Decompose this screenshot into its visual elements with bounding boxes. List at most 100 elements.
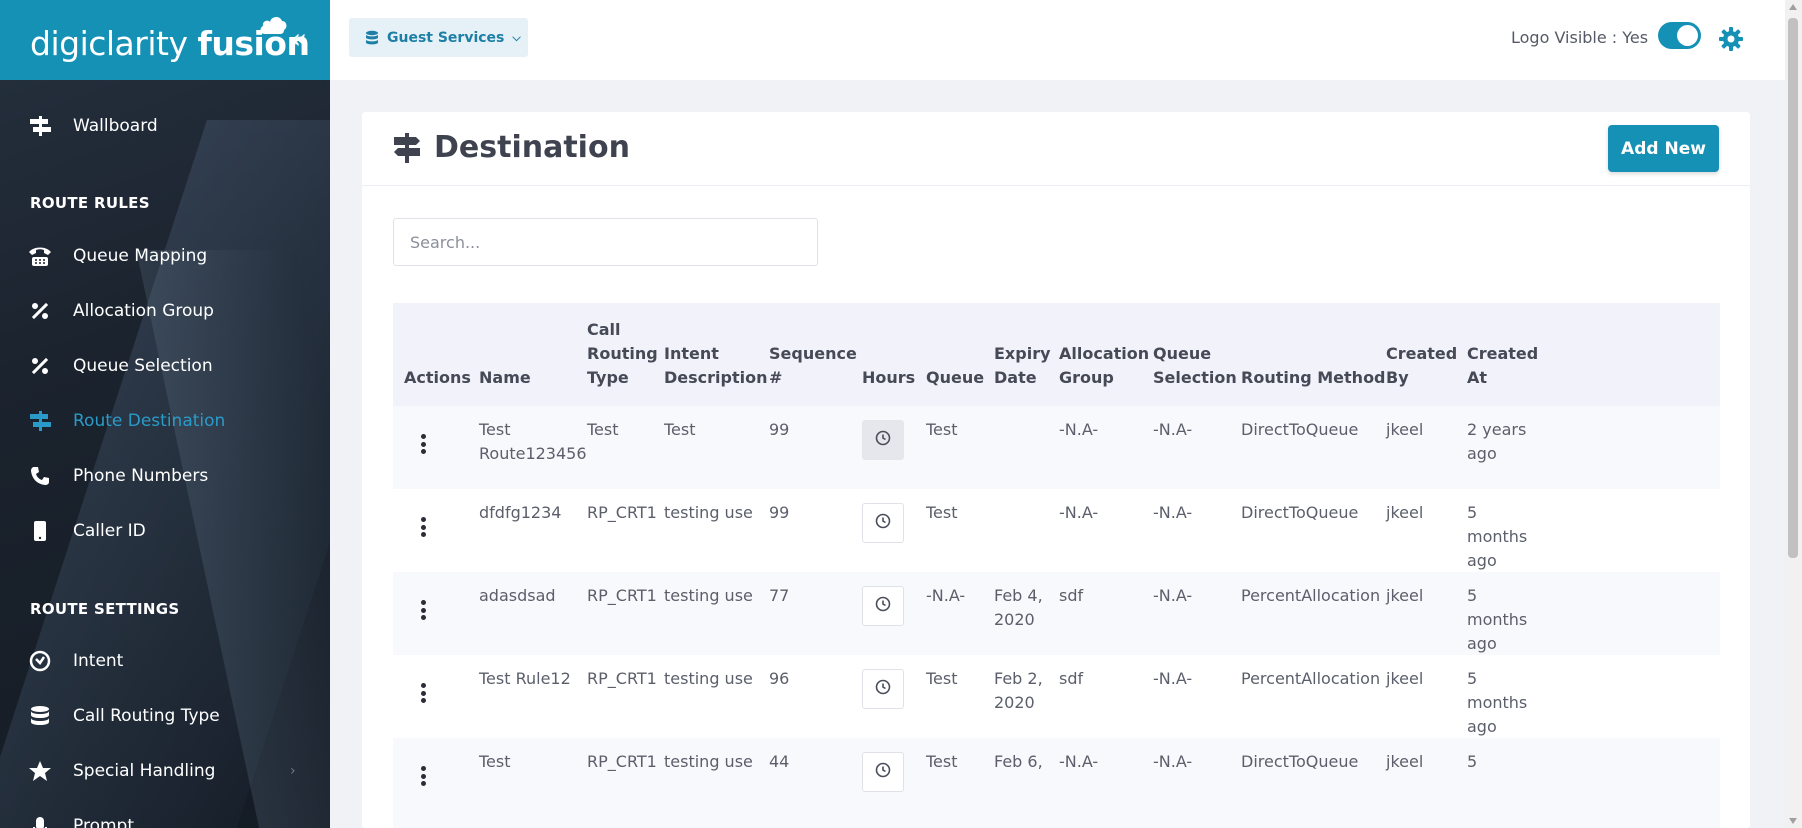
table-row[interactable]: Test Route123456 Test Test 99 Test -N.A- -N.A- D…: [393, 406, 1720, 489]
table-row[interactable]: Test Rule12 RP_CRT1 testing use 96 Test Feb 2…: [393, 655, 1720, 738]
cell-queue: Test: [926, 420, 958, 439]
sidebar-item-allocation-group[interactable]: Allocation Group: [0, 291, 330, 331]
cell-name: adasdsad: [479, 586, 556, 605]
star-icon: [28, 759, 52, 783]
destination-card: Destination Add New Actions Name CallRou…: [362, 112, 1750, 828]
sidebar-item-label: Queue Mapping: [73, 246, 208, 266]
sidebar-item-label: Call Routing Type: [73, 706, 220, 726]
microphone-icon: [28, 814, 52, 828]
cell-routing-method: DirectToQueue: [1241, 752, 1359, 771]
table-row[interactable]: Test RP_CRT1 testing use 44 Test Feb 6, -N.A- -…: [393, 738, 1720, 828]
cell-allocation-group: -N.A-: [1059, 420, 1099, 439]
brand-logo: digiclarity fusion: [30, 24, 310, 63]
cell-call-routing-type: RP_CRT1: [587, 586, 657, 605]
hours-button[interactable]: [862, 752, 904, 792]
sidebar-item-route-destination[interactable]: Route Destination: [0, 401, 330, 441]
sidebar-item-label: Wallboard: [73, 116, 158, 136]
cell-queue: Test: [926, 669, 958, 688]
sidebar-item-label: Phone Numbers: [73, 466, 209, 486]
cell-queue-selection: -N.A-: [1153, 503, 1193, 522]
sidebar-item-prompt[interactable]: Prompt: [0, 806, 330, 828]
table-row[interactable]: dfdfg1234 RP_CRT1 testing use 99 Test -N.A- -N…: [393, 489, 1720, 572]
clock-icon: [875, 762, 891, 782]
brand-word-2: fusion: [197, 24, 310, 63]
scroll-up-arrow[interactable]: [1789, 4, 1797, 10]
col-header-intent-description[interactable]: Intent Description: [664, 344, 768, 387]
cell-sequence: 77: [769, 586, 790, 605]
scrollbar-thumb[interactable]: [1788, 18, 1798, 558]
mobile-icon: [28, 519, 52, 543]
hours-button[interactable]: [862, 420, 904, 460]
clock-icon: [875, 513, 891, 533]
cell-created-by: jkeel: [1386, 420, 1424, 439]
cell-name: dfdfg1234: [479, 503, 562, 522]
sidebar-item-label: Caller ID: [73, 521, 146, 541]
kebab-menu-icon[interactable]: [421, 600, 427, 620]
toggle-knob: [1677, 25, 1698, 46]
col-header-name[interactable]: Name: [479, 368, 531, 387]
col-header-actions[interactable]: Actions: [404, 368, 471, 387]
cell-routing-method: DirectToQueue: [1241, 503, 1359, 522]
col-header-created-at[interactable]: Created At: [1467, 344, 1539, 387]
chevron-down-icon: ⌵: [512, 30, 521, 44]
cloud-icon: [260, 16, 287, 34]
hours-button[interactable]: [862, 586, 904, 626]
cell-created-at: 5 months ago: [1467, 586, 1528, 653]
brand-word-1: digiclarity: [30, 24, 188, 63]
service-selector-label: Guest Services: [387, 29, 505, 46]
handset-icon: [28, 464, 52, 488]
col-header-hours[interactable]: Hours: [862, 368, 916, 387]
cell-routing-method: PercentAllocation: [1241, 586, 1381, 605]
sidebar-item-queue-mapping[interactable]: Queue Mapping: [0, 236, 330, 276]
percent-icon: [28, 354, 52, 378]
signpost-icon: [28, 409, 52, 433]
kebab-menu-icon[interactable]: [421, 683, 427, 703]
col-header-expiry-date[interactable]: Expiry Date: [994, 344, 1051, 387]
cell-allocation-group: -N.A-: [1059, 503, 1099, 522]
clock-icon: [875, 596, 891, 616]
gear-icon[interactable]: [1718, 26, 1744, 52]
col-header-sequence[interactable]: Sequence #: [769, 344, 857, 387]
page-scrollbar[interactable]: [1785, 0, 1802, 828]
cell-created-at: 2 years ago: [1467, 420, 1527, 463]
cell-created-at: 5: [1467, 752, 1478, 771]
kebab-menu-icon[interactable]: [421, 434, 427, 454]
kebab-menu-icon[interactable]: [421, 766, 427, 786]
sidebar-item-phone-numbers[interactable]: Phone Numbers: [0, 456, 330, 496]
col-header-routing-method[interactable]: Routing Method: [1241, 368, 1386, 387]
brand-bar: digiclarity fusion «: [0, 0, 330, 80]
col-header-queue[interactable]: Queue: [926, 368, 985, 387]
cell-intent-description: testing use: [664, 503, 753, 522]
table-row[interactable]: adasdsad RP_CRT1 testing use 77 -N.A- Feb 4, 2…: [393, 572, 1720, 655]
cell-created-by: jkeel: [1386, 503, 1424, 522]
sidebar-item-call-routing-type[interactable]: Call Routing Type: [0, 696, 330, 736]
sidebar-item-intent[interactable]: Intent: [0, 641, 330, 681]
sidebar-item-wallboard[interactable]: Wallboard: [0, 106, 330, 146]
logo-visible-toggle[interactable]: [1658, 22, 1701, 49]
kebab-menu-icon[interactable]: [421, 517, 427, 537]
double-chevron-left-icon[interactable]: «: [290, 22, 308, 55]
col-header-created-by[interactable]: Created By: [1386, 344, 1458, 387]
table-header: Actions Name Call Routing Type Intent Descr…: [393, 303, 1720, 406]
sidebar-item-caller-id[interactable]: Caller ID: [0, 511, 330, 551]
hours-button[interactable]: [862, 669, 904, 709]
clock-icon: [875, 679, 891, 699]
cell-sequence: 44: [769, 752, 790, 771]
cell-sequence: 99: [769, 420, 790, 439]
database-icon: [366, 30, 378, 44]
cell-expiry-date: Feb 4, 2020: [994, 586, 1043, 629]
sidebar-item-special-handling[interactable]: Special Handling ›: [0, 751, 330, 791]
sidebar-item-queue-selection[interactable]: Queue Selection: [0, 346, 330, 386]
col-header-queue-selection[interactable]: Queue Selection: [1153, 344, 1237, 387]
service-selector-button[interactable]: Guest Services ⌵: [349, 18, 528, 57]
scroll-down-arrow[interactable]: [1789, 818, 1797, 824]
col-header-allocation-group[interactable]: Allocation Group: [1059, 344, 1150, 387]
cell-call-routing-type: Test: [587, 420, 619, 439]
col-header-call-routing-type[interactable]: Call Routing Type: [587, 320, 658, 387]
cell-created-by: jkeel: [1386, 669, 1424, 688]
search-input[interactable]: [393, 218, 818, 266]
cell-allocation-group: sdf: [1059, 669, 1084, 688]
page-title: Destination: [434, 130, 630, 165]
add-new-button[interactable]: Add New: [1608, 125, 1719, 172]
hours-button[interactable]: [862, 503, 904, 543]
